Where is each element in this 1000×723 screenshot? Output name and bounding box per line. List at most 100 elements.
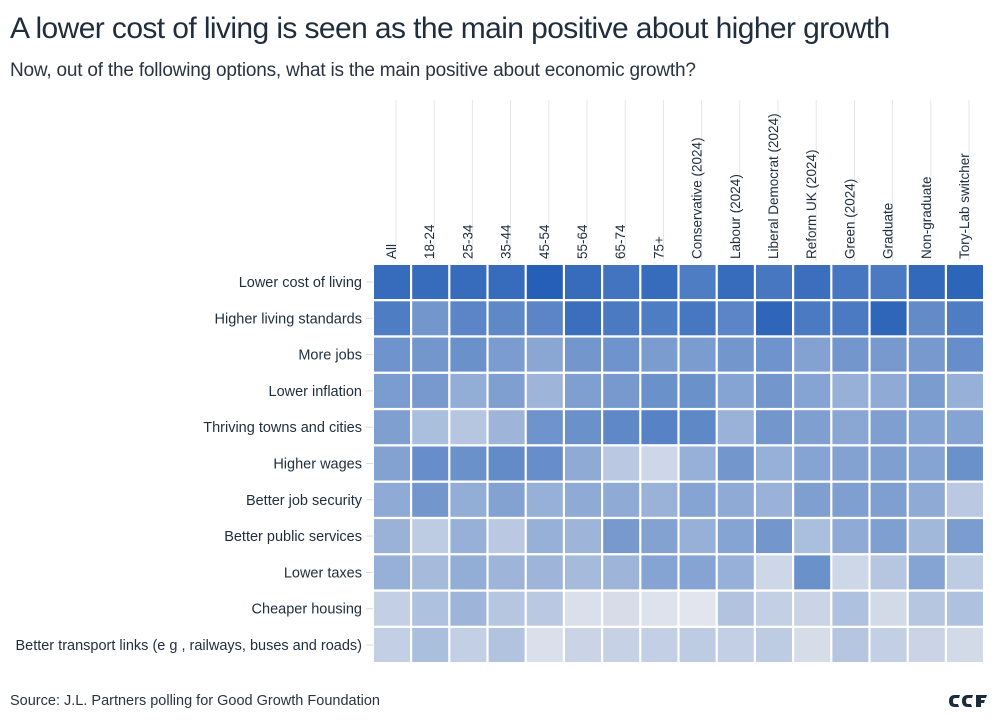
heatmap-cell [565, 446, 601, 481]
column-label: Tory-Lab switcher [957, 153, 972, 259]
heatmap-cell [374, 337, 410, 372]
heatmap-cell [450, 519, 487, 554]
heatmap-cell [794, 555, 831, 590]
heatmap-cell [565, 519, 601, 554]
column-label: 18-24 [422, 224, 437, 259]
row-label: Lower cost of living [239, 275, 362, 291]
heatmap-cell [526, 446, 563, 481]
heatmap-cell [947, 265, 983, 299]
heatmap-cell [603, 410, 640, 445]
column-label: 55-64 [575, 224, 590, 259]
heatmap-cell [679, 591, 716, 626]
heatmap-cell [565, 628, 601, 662]
heatmap-cell [526, 628, 563, 662]
column-label: 45-54 [537, 224, 552, 259]
heatmap-cell [374, 591, 410, 626]
heatmap-cell [450, 337, 487, 372]
heatmap-cell [870, 628, 907, 662]
heatmap-cell [412, 482, 449, 517]
heatmap-cell [832, 301, 869, 336]
heatmap-cell [947, 555, 983, 590]
heatmap-cell [756, 519, 792, 554]
heatmap-cell [717, 628, 754, 662]
heatmap-cell [717, 373, 754, 408]
heatmap-cell [947, 482, 983, 517]
heatmap-cell [641, 591, 678, 626]
row-label: Higher wages [273, 457, 362, 473]
heatmap-cell [565, 373, 601, 408]
heatmap-cell [603, 519, 640, 554]
heatmap-cell [488, 446, 525, 481]
column-label: 65-74 [613, 224, 628, 259]
heatmap-cell [717, 555, 754, 590]
heatmap: All 18-24 25-34 35-44 45-54 55-64 65-74 75+ Cons… [15, 100, 983, 662]
heatmap-cell [488, 410, 525, 445]
heatmap-cell [565, 482, 601, 517]
heatmap-cell [641, 555, 678, 590]
row-label: Better public services [224, 529, 362, 545]
heatmap-cell [794, 337, 831, 372]
heatmap-cell [412, 410, 449, 445]
heatmap-cell [526, 301, 563, 336]
heatmap-cell [450, 591, 487, 626]
heatmap-cell [947, 628, 983, 662]
heatmap-cell [908, 373, 945, 408]
heatmap-cell [832, 482, 869, 517]
heatmap-cell [947, 410, 983, 445]
row-label: Thriving towns and cities [203, 420, 362, 436]
column-label: Graduate [881, 203, 896, 259]
row-label: More jobs [298, 348, 362, 364]
heatmap-cell [526, 555, 563, 590]
heatmap-cell [526, 410, 563, 445]
heatmap-cell [756, 591, 792, 626]
row-labels: Lower cost of living Higher living standa… [15, 275, 373, 654]
heatmap-cell [603, 628, 640, 662]
heatmap-cell [947, 591, 983, 626]
heatmap-cell [794, 446, 831, 481]
heatmap-cell [756, 410, 792, 445]
heatmap-cell [832, 373, 869, 408]
heatmap-cell [526, 265, 563, 299]
heatmap-cell [412, 519, 449, 554]
heatmap-cell [717, 519, 754, 554]
heatmap-cell [794, 265, 831, 299]
heatmap-cell [717, 265, 754, 299]
heatmap-cell [832, 446, 869, 481]
heatmap-cell [374, 301, 410, 336]
column-label: Non-graduate [919, 176, 934, 259]
heatmap-cell [526, 373, 563, 408]
heatmap-cell [374, 446, 410, 481]
heatmap-cell [450, 628, 487, 662]
heatmap-cell [641, 410, 678, 445]
chart-title: A lower cost of living is seen as the ma… [10, 12, 890, 45]
heatmap-cell [756, 337, 792, 372]
heatmap-cell [488, 265, 525, 299]
heatmap-cell [565, 410, 601, 445]
heatmap-cell [641, 628, 678, 662]
column-labels: All 18-24 25-34 35-44 45-54 55-64 65-74 75+ Cons… [384, 113, 972, 259]
heatmap-cell [450, 265, 487, 299]
heatmap-cell [641, 373, 678, 408]
heatmap-cell [526, 337, 563, 372]
heatmap-cell [717, 410, 754, 445]
heatmap-cell [794, 628, 831, 662]
row-label: Better transport links (e g , railways, … [15, 638, 362, 654]
heatmap-cell [526, 482, 563, 517]
heatmap-cell [488, 591, 525, 626]
heatmap-cell [794, 373, 831, 408]
heatmap-cell [412, 446, 449, 481]
heatmap-cell [450, 555, 487, 590]
source-note: Source: J.L. Partners polling for Good G… [10, 693, 380, 709]
column-label: Reform UK (2024) [804, 149, 819, 259]
heatmap-cell [488, 628, 525, 662]
ggf-logo-icon [949, 695, 987, 707]
heatmap-cell [565, 337, 601, 372]
heatmap-cell [794, 519, 831, 554]
heatmap-cell [908, 337, 945, 372]
heatmap-cell [717, 591, 754, 626]
heatmap-cell [832, 337, 869, 372]
heatmap-cell [756, 301, 792, 336]
row-label: Cheaper housing [252, 602, 362, 618]
heatmap-cell [374, 410, 410, 445]
heatmap-cell [870, 373, 907, 408]
